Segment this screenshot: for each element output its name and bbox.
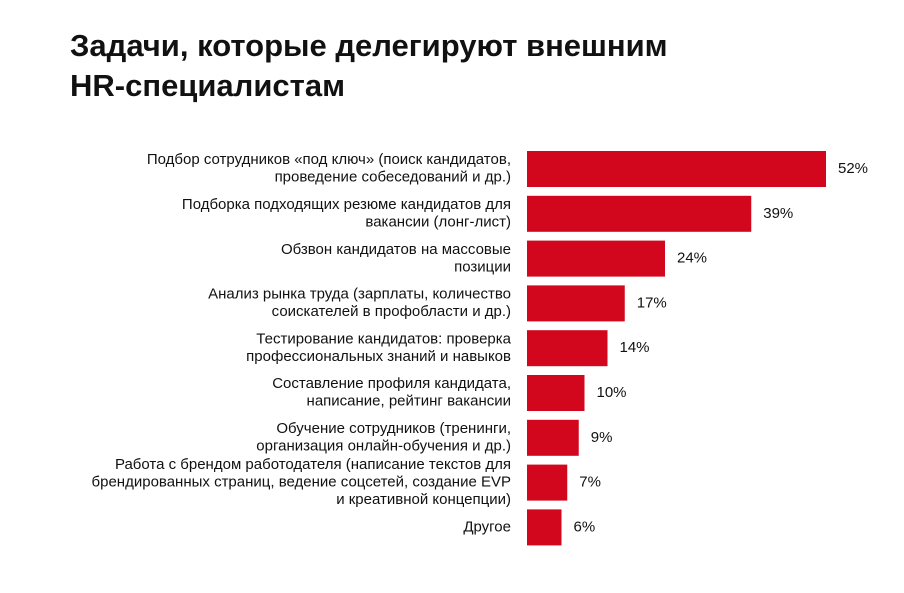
chart-title: Задачи, которые делегируют внешним (70, 28, 668, 63)
bar (527, 330, 608, 367)
category-label: позиции (454, 258, 511, 275)
bar (527, 151, 826, 187)
bar (527, 195, 752, 232)
category-label: Обучение сотрудников (тренинги, (276, 420, 511, 437)
chart-title: HR-специалистам (70, 68, 345, 103)
value-label: 14% (620, 339, 650, 356)
value-label: 6% (574, 518, 596, 535)
category-label: Подбор сотрудников «под ключ» (поиск кан… (147, 151, 511, 168)
category-label: профессиональных знаний и навыков (246, 348, 511, 365)
value-label: 7% (579, 474, 601, 491)
category-label: брендированных страниц, ведение соцсетей… (92, 474, 511, 491)
category-label: и креативной концепции) (336, 491, 511, 508)
category-label: Анализ рынка труда (зарплаты, количество (208, 286, 511, 303)
category-label: организация онлайн-обучения и др.) (256, 438, 511, 455)
value-label: 52% (838, 160, 868, 177)
value-label: 24% (677, 250, 707, 267)
value-label: 39% (763, 205, 793, 222)
category-label: Подборка подходящих резюме кандидатов дл… (182, 196, 511, 213)
value-label: 9% (591, 429, 613, 446)
value-label: 17% (637, 294, 667, 311)
bar (527, 509, 562, 546)
category-label: Обзвон кандидатов на массовые (281, 241, 511, 258)
category-label: вакансии (лонг-лист) (365, 214, 511, 231)
category-label: Тестирование кандидатов: проверка (256, 330, 511, 347)
category-label: Составление профиля кандидата, (272, 375, 511, 392)
value-label: 10% (597, 384, 627, 401)
category-label: соискателей в профобласти и др.) (272, 303, 511, 320)
bar (527, 375, 585, 411)
category-label: Работа с брендом работодателя (написание… (115, 456, 511, 473)
bar (527, 464, 568, 501)
category-label: проведение собеседований и др.) (275, 169, 511, 186)
bar (527, 240, 665, 277)
bar (527, 419, 579, 456)
category-label: написание, рейтинг вакансии (307, 393, 511, 410)
bar (527, 285, 625, 322)
category-label: Другое (463, 518, 511, 535)
